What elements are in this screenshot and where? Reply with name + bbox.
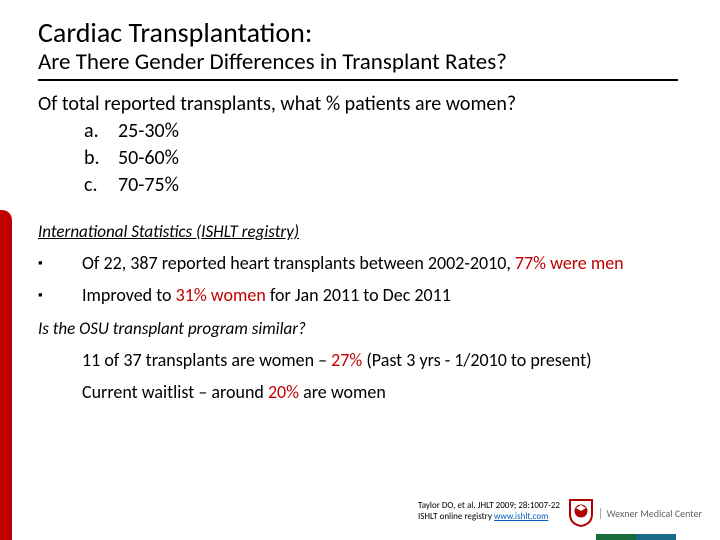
citation: Taylor DO, et al. JHLT 2009; 28:1007-22 …	[418, 500, 560, 523]
highlight-text: 27%	[331, 349, 362, 371]
bullet-list: ▪ Of 22, 387 reported heart transplants …	[38, 252, 690, 306]
text-segment: Improved to	[82, 284, 176, 306]
bullet-icon: ▪	[38, 284, 82, 303]
slide-subtitle: Are There Gender Differences in Transpla…	[38, 49, 690, 75]
text-segment: (Past 3 yrs - 1/2010 to present)	[362, 349, 591, 371]
option-a: a. 25-30%	[84, 118, 690, 145]
body-line: Current waitlist – around 20% are women	[82, 381, 690, 403]
citation-line: Taylor DO, et al. JHLT 2009; 28:1007-22	[418, 500, 560, 511]
highlight-text: 20%	[268, 381, 299, 403]
option-letter: c.	[84, 172, 118, 199]
body-line: 11 of 37 transplants are women – 27% (Pa…	[82, 349, 690, 371]
bottom-accent-bar	[596, 534, 676, 540]
text-segment: for Jan 2011 to Dec 2011	[266, 284, 451, 306]
list-item: ▪ Improved to 31% women for Jan 2011 to …	[38, 284, 690, 306]
text-segment: Of 22, 387 reported heart transplants be…	[82, 252, 515, 274]
option-letter: b.	[84, 145, 118, 172]
slide: Cardiac Transplantation: Are There Gende…	[0, 0, 720, 540]
section-heading-osu: Is the OSU transplant program similar?	[38, 318, 690, 339]
option-text: 50-60%	[118, 145, 179, 172]
option-text: 25-30%	[118, 118, 179, 145]
brand-logo-block: Wexner Medical Center	[568, 498, 702, 528]
title-underline	[38, 79, 678, 81]
question-text: Of total reported transplants, what % pa…	[38, 91, 690, 118]
bullet-text: Of 22, 387 reported heart transplants be…	[82, 252, 624, 274]
bullet-icon: ▪	[38, 252, 82, 271]
citation-line: ISHLT online registry www.ishlt.com	[418, 511, 560, 522]
options-list: a. 25-30% b. 50-60% c. 70-75%	[84, 118, 690, 199]
option-b: b. 50-60%	[84, 145, 690, 172]
option-letter: a.	[84, 118, 118, 145]
option-text: 70-75%	[118, 172, 179, 199]
text-segment: ISHLT online registry	[418, 511, 494, 522]
osu-shield-icon	[568, 498, 594, 528]
highlight-text: 77% were men	[515, 252, 624, 274]
highlight-text: 31% women	[176, 284, 266, 306]
text-segment: are women	[299, 381, 386, 403]
text-segment: Current waitlist – around	[82, 381, 268, 403]
section-heading-stats: International Statistics (ISHLT registry…	[38, 221, 690, 242]
bullet-text: Improved to 31% women for Jan 2011 to De…	[82, 284, 451, 306]
text-segment: 11 of 37 transplants are women –	[82, 349, 331, 371]
citation-link[interactable]: www.ishlt.com	[494, 511, 548, 522]
left-accent-rail	[0, 210, 12, 540]
body-lines: 11 of 37 transplants are women – 27% (Pa…	[38, 349, 690, 403]
list-item: ▪ Of 22, 387 reported heart transplants …	[38, 252, 690, 274]
option-c: c. 70-75%	[84, 172, 690, 199]
brand-name: Wexner Medical Center	[600, 508, 702, 519]
slide-title: Cardiac Transplantation:	[38, 18, 690, 49]
